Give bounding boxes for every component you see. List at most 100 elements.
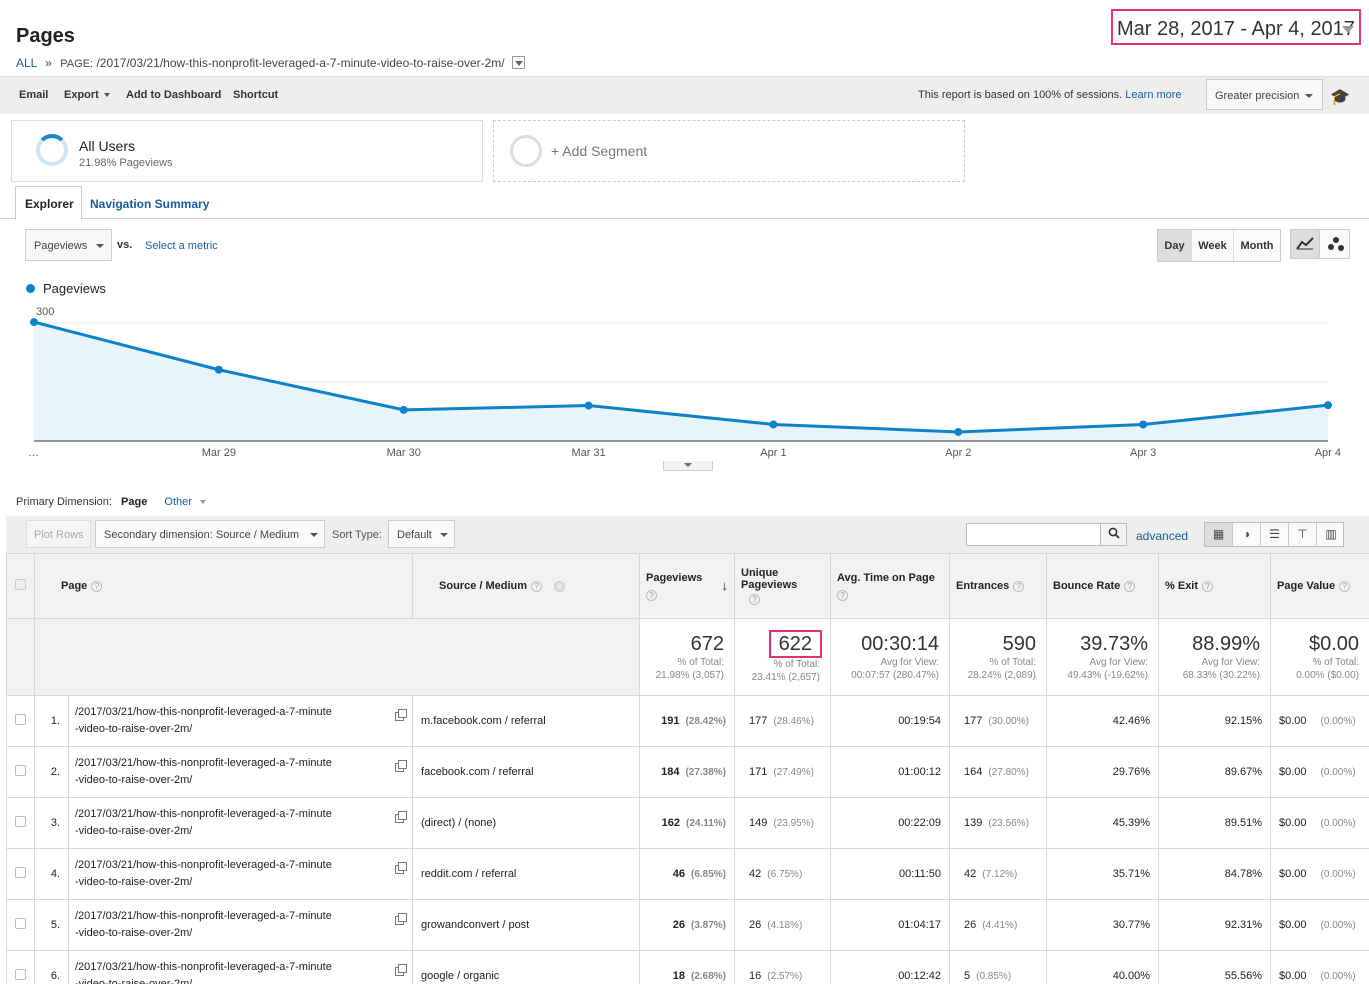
metric-select[interactable]: Pageviews [25,229,112,261]
header-source-medium[interactable]: Source / Medium? × [412,553,641,619]
row-source-medium[interactable]: (direct) / (none) [412,797,641,849]
external-link-icon[interactable] [395,709,408,721]
header-entrances-label: Entrances [956,580,1010,592]
help-icon[interactable]: ? [749,594,761,605]
total-value-value: $0.00 [1308,633,1360,655]
add-to-dashboard-button[interactable]: Add to Dashboard [126,89,222,101]
row-checkbox[interactable] [15,969,26,980]
pivot-view-icon[interactable]: ▥ [1325,527,1337,541]
month-button[interactable]: Month [1240,240,1274,252]
help-icon[interactable]: ? [1339,580,1351,592]
breadcrumb-all-link[interactable]: ALL [16,56,37,70]
help-icon[interactable]: ? [91,580,103,592]
row-page-link[interactable]: /2017/03/21/how-this-nonprofit-leveraged… [67,848,414,900]
tab-explorer[interactable]: Explorer [15,186,82,220]
row-entrances-pct: (4.41%) [982,920,1018,931]
external-link-icon[interactable] [395,760,408,772]
row-bounce-rate: 29.76% [1046,746,1160,798]
row-source-medium[interactable]: reddit.com / referral [412,848,641,900]
remove-dimension-icon[interactable]: × [554,580,566,592]
sort-type-select[interactable]: Default [388,520,455,548]
day-button[interactable]: Day [1158,230,1192,261]
help-icon[interactable]: ? [1124,580,1136,592]
data-table-view-icon[interactable]: ▦ [1205,523,1233,546]
row-checkbox[interactable] [15,816,26,827]
row-source-medium[interactable]: google / organic [412,950,641,984]
row-unique-pct: (28.46%) [773,716,814,727]
email-button[interactable]: Email [19,89,49,101]
primary-dimension-label: Primary Dimension: [16,496,112,508]
row-entrances-value: 164 [964,766,983,778]
header-value-label: Page Value [1277,580,1336,592]
graduation-cap-icon[interactable]: 🎓 [1330,89,1350,106]
collapse-chart-handle[interactable] [663,461,713,471]
header-bounce-rate[interactable]: Bounce Rate? [1046,553,1160,619]
other-label: Other [164,496,192,508]
primary-dimension-page[interactable]: Page [121,496,148,508]
header-pageviews[interactable]: Pageviews? ↓ [639,553,736,619]
row-source-medium[interactable]: facebook.com / referral [412,746,641,798]
plot-rows-button[interactable]: Plot Rows [26,520,91,548]
date-range-picker[interactable]: Mar 28, 2017 - Apr 4, 2017 [1111,9,1361,45]
header-unique-pageviews[interactable]: Unique Pageviews? [734,553,832,619]
row-checkbox[interactable] [15,714,26,725]
header-avg-time[interactable]: Avg. Time on Page? [830,553,951,619]
breadcrumb-dropdown-icon[interactable] [511,56,525,70]
help-icon[interactable]: ? [1202,580,1214,592]
segment-all-users[interactable]: All Users 21.98% Pageviews [11,120,483,182]
row-checkbox[interactable] [15,918,26,929]
row-source-medium[interactable]: m.facebook.com / referral [412,695,641,747]
row-value-pct: (0.00%) [1320,767,1356,778]
secondary-dimension-select[interactable]: Secondary dimension: Source / Medium [95,520,325,548]
comparison-view-icon[interactable]: ⊤ [1289,523,1317,546]
tab-navigation-summary[interactable]: Navigation Summary [90,197,210,211]
help-icon[interactable]: ? [1013,580,1025,592]
export-label: Export [64,89,99,101]
select-metric-link[interactable]: Select a metric [145,240,218,252]
help-icon[interactable]: ? [837,589,849,601]
row-page-link[interactable]: /2017/03/21/how-this-nonprofit-leveraged… [67,950,414,984]
line-chart-icon[interactable] [1291,230,1320,258]
table-search-input[interactable] [967,524,1100,545]
totals-blank [33,618,641,696]
x-tick-label: Apr 4 [1315,447,1341,459]
row-checkbox[interactable] [15,765,26,776]
row-page-link[interactable]: /2017/03/21/how-this-nonprofit-leveraged… [67,695,414,747]
search-icon[interactable] [1100,524,1126,545]
header-page[interactable]: Page? [33,553,414,619]
help-icon[interactable]: ? [646,589,658,601]
total-sub: 00:07:57 (280.47%) [851,670,940,681]
total-entrances: 590 % of Total: 28.24% (2,089) [949,618,1048,696]
header-exit[interactable]: % Exit? [1158,553,1272,619]
shortcut-button[interactable]: Shortcut [233,89,279,101]
row-exit: 92.31% [1158,899,1272,951]
week-button[interactable]: Week [1192,230,1234,261]
header-page-value[interactable]: Page Value? [1270,553,1369,619]
external-link-icon[interactable] [395,811,408,823]
total-sub: % of Total: [677,657,725,668]
row-page-link[interactable]: /2017/03/21/how-this-nonprofit-leveraged… [67,797,414,849]
advanced-filter-link[interactable]: advanced [1136,529,1189,543]
add-segment-button[interactable]: + Add Segment [493,120,965,182]
performance-view-icon[interactable]: ☰ [1261,523,1289,546]
external-link-icon[interactable] [395,964,408,976]
help-icon[interactable]: ? [531,580,543,592]
export-caret-icon [103,93,110,98]
table-controls: Plot Rows Secondary dimension: Source / … [6,516,1369,554]
pie-view-icon[interactable]: ◑ [1233,523,1261,546]
table-row: 5. /2017/03/21/how-this-nonprofit-leverag… [6,899,1369,951]
precision-select[interactable]: Greater precision [1206,79,1323,110]
learn-more-link[interactable]: Learn more [1125,89,1182,101]
primary-dimension-other[interactable]: Other [164,496,206,508]
external-link-icon[interactable] [395,862,408,874]
row-checkbox[interactable] [15,867,26,878]
row-page-link[interactable]: /2017/03/21/how-this-nonprofit-leveraged… [67,899,414,951]
select-all-checkbox[interactable] [15,579,26,590]
external-link-icon[interactable] [395,913,408,925]
row-page-link[interactable]: /2017/03/21/how-this-nonprofit-leveraged… [67,746,414,798]
sort-down-arrow-icon[interactable]: ↓ [721,578,729,593]
row-source-medium[interactable]: growandconvert / post [412,899,641,951]
export-button[interactable]: Export [64,89,110,101]
header-entrances[interactable]: Entrances? [949,553,1048,619]
motion-chart-icon[interactable] [1321,230,1350,258]
